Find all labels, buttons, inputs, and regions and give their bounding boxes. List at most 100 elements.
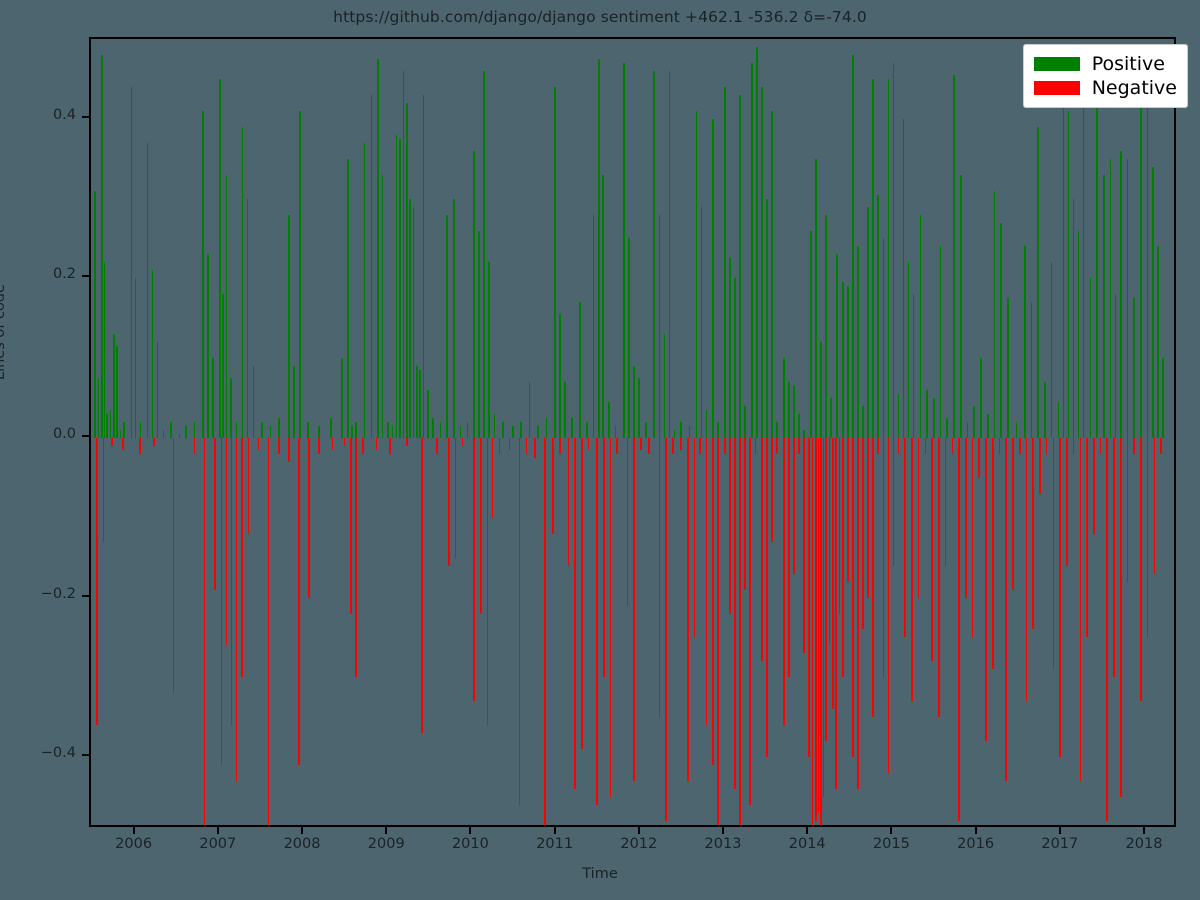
bar-negative: [247, 437, 250, 534]
bar-negative: [658, 437, 661, 718]
bar-negative: [1045, 437, 1048, 454]
bar-positive: [395, 134, 398, 438]
y-tick-mark: [82, 115, 89, 118]
bar-negative: [1059, 437, 1061, 758]
bar-negative: [958, 437, 960, 821]
bar-negative: [1160, 437, 1162, 454]
bar-positive: [919, 214, 922, 438]
legend: Positive Negative: [1022, 44, 1188, 108]
bar-negative: [1126, 437, 1129, 582]
bar-negative: [203, 437, 206, 825]
bar-positive: [946, 418, 949, 438]
bar-negative: [240, 437, 243, 678]
bar-positive: [116, 346, 118, 438]
bar-positive: [842, 282, 844, 438]
bar-positive: [222, 294, 224, 438]
bar-positive: [1062, 78, 1065, 438]
bar-negative: [491, 437, 494, 518]
bar-negative: [648, 437, 651, 454]
bar-negative: [672, 437, 674, 454]
bar-positive: [688, 426, 691, 438]
bar-negative: [917, 437, 920, 598]
bar-negative: [877, 437, 880, 454]
bar-negative: [609, 437, 612, 798]
bar-positive: [836, 254, 838, 438]
bar-negative: [633, 437, 635, 782]
bar-negative: [924, 437, 927, 454]
bar-positive: [1140, 94, 1142, 438]
bar-positive: [658, 214, 661, 438]
bar-negative: [724, 437, 726, 454]
bar-negative: [1039, 437, 1041, 494]
bar-negative: [1119, 437, 1122, 798]
bar-positive: [803, 430, 805, 438]
bar-positive: [852, 54, 854, 438]
bar-positive: [252, 366, 255, 438]
bar-negative: [808, 437, 810, 758]
x-tick-label: 2016: [957, 836, 995, 852]
bar-negative: [680, 437, 683, 450]
bar-positive: [1151, 166, 1154, 438]
bar-positive: [897, 394, 900, 438]
bar-negative: [892, 437, 895, 566]
bars-layer: [91, 39, 1174, 825]
x-tick-label: 2006: [115, 836, 153, 852]
bar-positive: [307, 422, 310, 438]
bar-negative: [559, 437, 561, 454]
y-tick-label: 0.4: [52, 106, 76, 123]
bar-positive: [993, 190, 996, 438]
bar-positive: [101, 54, 103, 438]
bar-negative: [525, 437, 528, 454]
bar-negative: [318, 437, 320, 454]
bar-negative: [308, 437, 310, 598]
bar-positive: [638, 378, 640, 438]
bar-negative: [1106, 437, 1109, 821]
bar-positive: [602, 174, 604, 438]
bar-positive: [277, 418, 280, 438]
bar-positive: [387, 422, 389, 438]
bar-positive: [299, 110, 301, 438]
bar-negative: [421, 437, 423, 734]
bar-negative: [436, 437, 438, 454]
bar-negative: [1072, 437, 1075, 454]
bar-negative: [533, 437, 536, 458]
bar-negative: [96, 437, 98, 726]
bar-positive: [1072, 198, 1075, 438]
bar-negative: [574, 437, 576, 790]
bar-positive: [377, 58, 379, 438]
bar-positive: [170, 422, 172, 438]
bar-negative: [815, 437, 817, 821]
bar-positive: [1089, 278, 1092, 438]
bar-positive: [761, 86, 763, 438]
bar-positive: [212, 358, 214, 438]
bar-negative: [235, 437, 238, 782]
bar-negative: [817, 437, 820, 814]
x-tick-label: 2011: [536, 836, 574, 852]
bar-positive: [347, 158, 349, 438]
bar-positive: [178, 434, 181, 438]
bar-positive: [986, 414, 989, 438]
bar-positive: [1050, 262, 1053, 438]
bar-negative: [944, 437, 947, 566]
bar-negative: [771, 437, 773, 542]
bar-positive: [712, 118, 715, 438]
bar-negative: [793, 437, 795, 574]
legend-label-negative: Negative: [1091, 76, 1177, 99]
bar-negative: [257, 437, 260, 450]
bar-negative: [1052, 437, 1055, 670]
bar-positive: [1057, 402, 1060, 438]
x-tick-mark: [974, 827, 977, 834]
bar-positive: [734, 278, 736, 438]
bar-negative: [350, 437, 352, 614]
bar-positive: [744, 406, 746, 438]
bar-positive: [422, 94, 425, 438]
bar-positive: [939, 246, 942, 438]
y-tick-mark: [82, 754, 89, 757]
bar-positive: [351, 426, 353, 438]
bar-negative: [887, 437, 890, 774]
bar-positive: [783, 358, 785, 438]
bar-negative: [739, 437, 741, 825]
bar-positive: [570, 418, 573, 438]
bar-positive: [370, 94, 373, 438]
